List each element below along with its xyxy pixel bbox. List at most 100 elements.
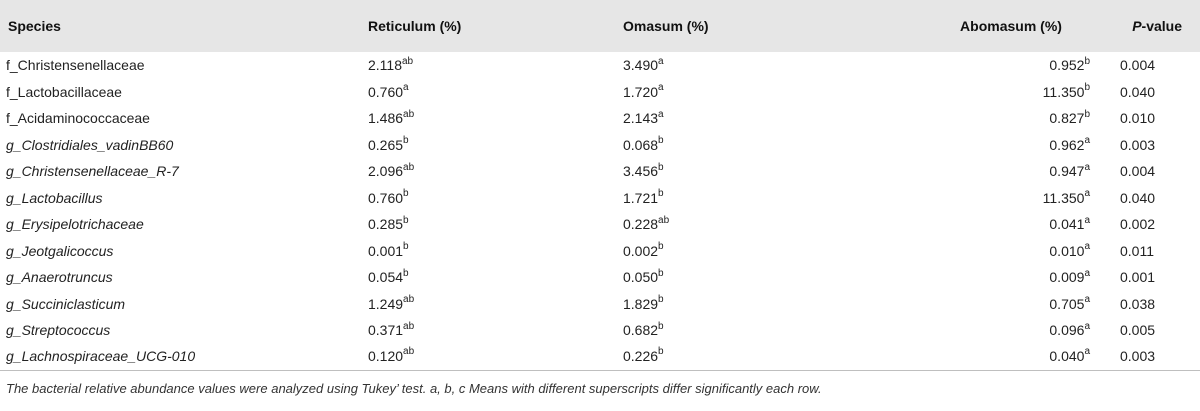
species-cell-value: g_Erysipelotrichaceae — [6, 216, 144, 233]
abomasum-cell-superscript: a — [1084, 241, 1090, 253]
reticulum-cell: 2.118ab — [360, 52, 615, 79]
species-cell: g_Jeotgalicoccus — [0, 238, 360, 265]
reticulum-cell: 0.371ab — [360, 317, 615, 344]
omasum-cell: 0.226b — [615, 343, 870, 371]
table-header: Species Reticulum (%) Omasum (%) Abomasu… — [0, 0, 1200, 52]
species-cell-value: f_Acidaminococcaceae — [6, 110, 150, 127]
p-value-cell: 0.003 — [1120, 343, 1200, 371]
abomasum-cell: 0.096a — [870, 317, 1120, 344]
abomasum-cell-value: 0.040 — [1049, 347, 1085, 364]
species-cell-value: g_Anaerotruncus — [6, 269, 113, 286]
table-row: g_Lachnospiraceae_UCG-010 0.120ab 0.226b 0.… — [0, 343, 1200, 371]
omasum-cell: 1.829b — [615, 291, 870, 318]
abomasum-cell: 11.350a — [870, 185, 1120, 212]
table-body: f_Christensenellaceae 2.118ab 3.490a 0.952b… — [0, 52, 1200, 371]
omasum-cell-value: 3.456 — [623, 163, 659, 180]
omasum-cell-value: 0.050 — [623, 269, 659, 286]
omasum-cell-value: 1.829 — [623, 295, 659, 312]
p-value-cell: 0.004 — [1120, 52, 1200, 79]
p-value-cell: 0.003 — [1120, 132, 1200, 159]
p-value-cell-value: 0.038 — [1120, 295, 1156, 312]
p-value-cell-value: 0.004 — [1120, 163, 1156, 180]
reticulum-cell: 0.285b — [360, 211, 615, 238]
abomasum-cell-superscript: a — [1084, 188, 1090, 200]
reticulum-cell-superscript: b — [403, 267, 409, 279]
reticulum-cell-value: 0.120 — [368, 347, 404, 364]
species-cell: g_Anaerotruncus — [0, 264, 360, 291]
reticulum-cell-superscript: ab — [402, 55, 414, 67]
abomasum-cell-superscript: a — [1084, 214, 1090, 226]
table-row: g_Succiniclasticum 1.249ab 1.829b 0.705a 0.0… — [0, 291, 1200, 318]
abomasum-cell-value: 0.041 — [1049, 216, 1085, 233]
species-cell: f_Christensenellaceae — [0, 52, 360, 79]
omasum-cell: 2.143a — [615, 105, 870, 132]
species-cell: g_Erysipelotrichaceae — [0, 211, 360, 238]
species-cell: g_Succiniclasticum — [0, 291, 360, 318]
p-value-cell: 0.002 — [1120, 211, 1200, 238]
header-p-value: P-value — [1120, 0, 1200, 52]
omasum-cell-superscript: b — [658, 135, 664, 147]
table-row: g_Anaerotruncus 0.054b 0.050b 0.009a 0.001 — [0, 264, 1200, 291]
p-value-cell: 0.005 — [1120, 317, 1200, 344]
reticulum-cell-superscript: ab — [403, 320, 415, 332]
reticulum-cell: 2.096ab — [360, 158, 615, 185]
reticulum-cell-value: 0.371 — [368, 322, 404, 339]
omasum-cell: 3.490a — [615, 52, 870, 79]
omasum-cell: 3.456b — [615, 158, 870, 185]
reticulum-cell: 0.120ab — [360, 343, 615, 371]
omasum-cell-superscript: b — [658, 241, 664, 253]
species-cell: g_Lactobacillus — [0, 185, 360, 212]
p-value-cell-value: 0.001 — [1120, 269, 1156, 286]
omasum-cell: 0.228ab — [615, 211, 870, 238]
p-value-cell-value: 0.003 — [1120, 347, 1156, 364]
reticulum-cell: 1.486ab — [360, 105, 615, 132]
p-value-cell: 0.010 — [1120, 105, 1200, 132]
abomasum-cell-superscript: a — [1084, 320, 1090, 332]
reticulum-cell: 0.760a — [360, 79, 615, 106]
reticulum-cell: 0.054b — [360, 264, 615, 291]
p-value-cell-value: 0.003 — [1120, 136, 1156, 153]
omasum-cell-value: 3.490 — [623, 57, 659, 74]
p-value-cell-value: 0.040 — [1120, 189, 1156, 206]
p-value-cell-value: 0.040 — [1120, 83, 1156, 100]
header-omasum: Omasum (%) — [623, 18, 709, 34]
species-cell-value: g_Succiniclasticum — [6, 295, 126, 312]
omasum-cell-value: 0.226 — [623, 347, 659, 364]
reticulum-cell-value: 2.118 — [368, 57, 402, 74]
table-row: g_Clostridiales_vadinBB60 0.265b 0.068b 0.9… — [0, 132, 1200, 159]
table-row: g_Christensenellaceae_R-7 2.096ab 3.456b 0.… — [0, 158, 1200, 185]
header-p-rest: -value — [1141, 18, 1182, 34]
p-value-cell-value: 0.011 — [1120, 242, 1154, 259]
header-p-italic: P — [1132, 18, 1142, 34]
header-reticulum: Reticulum (%) — [368, 18, 462, 34]
reticulum-cell-superscript: ab — [403, 345, 415, 357]
abomasum-cell-superscript: a — [1084, 267, 1090, 279]
abomasum-cell: 0.952b — [870, 52, 1120, 79]
omasum-cell-superscript: ab — [658, 214, 670, 226]
omasum-cell-value: 2.143 — [623, 110, 659, 127]
abomasum-cell: 0.962a — [870, 132, 1120, 159]
omasum-cell-superscript: b — [658, 267, 664, 279]
reticulum-cell-superscript: b — [403, 188, 409, 200]
species-cell: g_Lachnospiraceae_UCG-010 — [0, 343, 360, 371]
reticulum-cell: 1.249ab — [360, 291, 615, 318]
omasum-cell-superscript: b — [658, 294, 664, 306]
p-value-cell: 0.011 — [1120, 238, 1200, 265]
omasum-cell-superscript: b — [658, 345, 664, 357]
omasum-cell-value: 0.002 — [623, 242, 659, 259]
abomasum-cell: 11.350b — [870, 79, 1120, 106]
abomasum-cell: 0.040a — [870, 343, 1120, 371]
species-cell: f_Lactobacillaceae — [0, 79, 360, 106]
table-row: f_Lactobacillaceae 0.760a 1.720 a 11.350b 0.0… — [0, 79, 1200, 106]
reticulum-cell-value: 0.760 — [368, 83, 404, 100]
species-cell: f_Acidaminococcaceae — [0, 105, 360, 132]
p-value-cell-value: 0.004 — [1120, 57, 1156, 74]
table-row: f_Acidaminococcaceae 1.486ab 2.143a 0.827b 0… — [0, 105, 1200, 132]
header-species: Species — [8, 18, 61, 34]
species-cell: g_Christensenellaceae_R-7 — [0, 158, 360, 185]
omasum-cell-superscript: b — [658, 320, 664, 332]
species-cell-value: g_Lachnospiraceae_UCG-010 — [6, 347, 196, 364]
reticulum-cell-superscript: a — [403, 82, 409, 94]
omasum-cell-value: 1.720 — [623, 83, 659, 100]
p-value-cell-value: 0.010 — [1120, 110, 1156, 127]
